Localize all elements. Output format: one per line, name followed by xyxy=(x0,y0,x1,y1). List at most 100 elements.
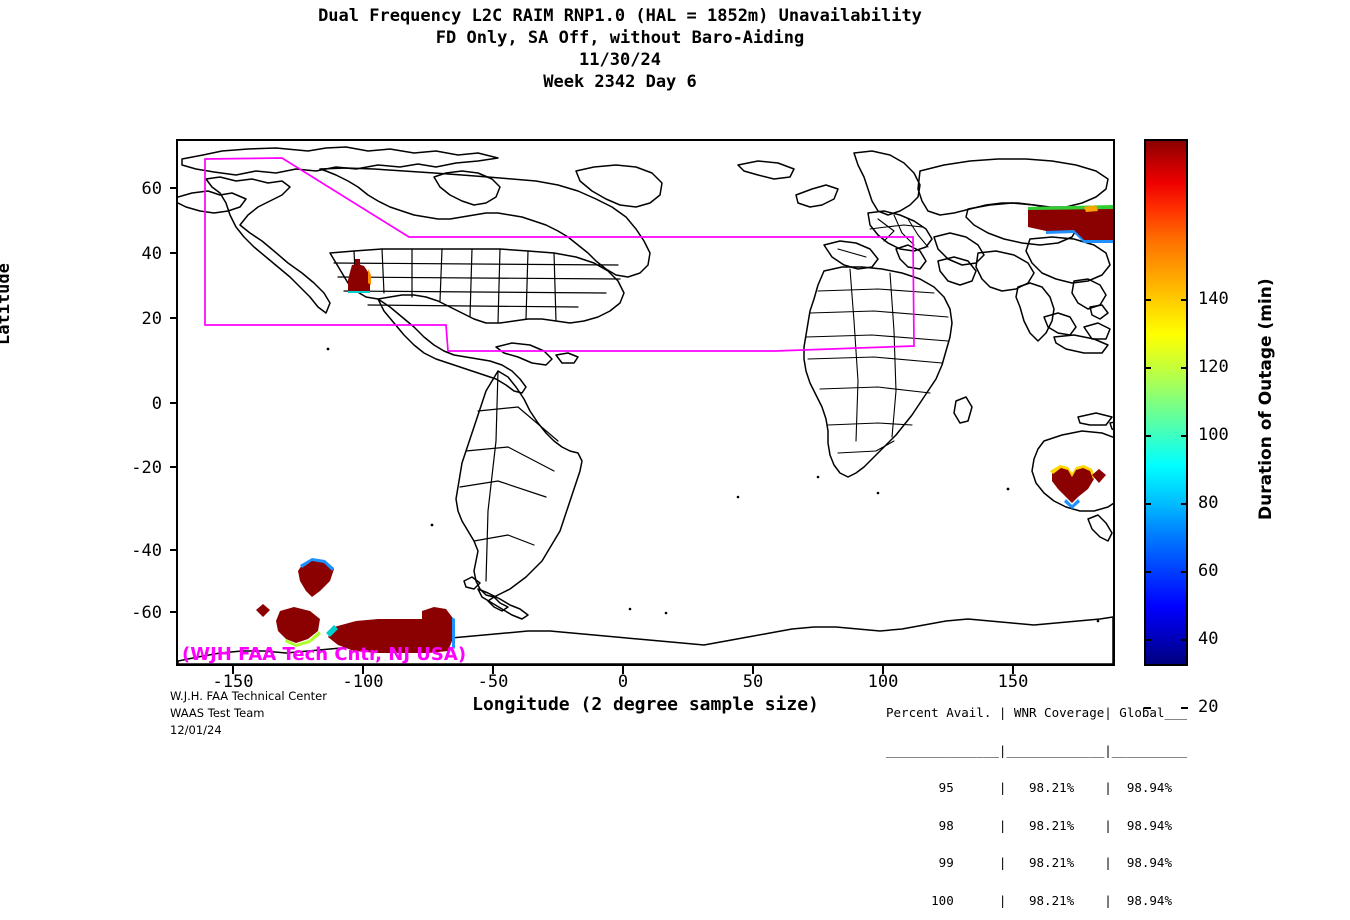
cb-label-80: 80 xyxy=(1198,493,1219,513)
stats-header-row: Percent Avail. | WNR Coverage| Global___ xyxy=(886,705,1188,720)
balkans-turkey xyxy=(933,232,985,266)
hudson-bay xyxy=(433,170,501,206)
state-border-6 xyxy=(497,248,501,324)
cb-label-100: 100 xyxy=(1198,425,1229,445)
arctic-archipelago xyxy=(181,146,499,176)
indonesia-sumatra-java xyxy=(1053,334,1109,354)
x-tick-50: 50 xyxy=(742,672,764,692)
india xyxy=(1015,282,1055,342)
state-border-11 xyxy=(343,290,607,294)
state-border-7 xyxy=(525,250,529,320)
italy xyxy=(895,244,927,270)
colorbar-title: Duration of Outage (min) xyxy=(1256,278,1276,520)
y-tickmark-m60 xyxy=(170,611,178,613)
eu-border-5 xyxy=(837,248,867,258)
iberia xyxy=(823,240,879,270)
x-tick-100: 100 xyxy=(867,672,899,692)
cb-label-120: 120 xyxy=(1198,357,1229,377)
island-dot-8 xyxy=(326,347,330,351)
canada-mainland xyxy=(319,167,651,278)
af-border-3 xyxy=(805,334,949,342)
new-zealand-north xyxy=(1087,514,1113,542)
hispaniola xyxy=(555,352,579,364)
outage-region-us-southwest xyxy=(348,259,371,293)
new-guinea-east xyxy=(1109,421,1113,431)
cb-tickmark-100-left xyxy=(1144,435,1151,437)
af-border-9 xyxy=(889,272,897,438)
x-tickmark-m50 xyxy=(492,666,494,674)
island-dot-4 xyxy=(1006,487,1010,491)
island-dot-7 xyxy=(664,611,668,615)
af-border-4 xyxy=(807,356,943,364)
x-tick-m150: -150 xyxy=(212,672,254,692)
cb-tickmark-140-left xyxy=(1144,299,1151,301)
cb-label-140: 140 xyxy=(1198,289,1229,309)
stats-divider: _______________|_____________|__________ xyxy=(886,742,1188,758)
cb-label-60: 60 xyxy=(1198,561,1219,581)
colorbar-container[interactable]: 20 40 60 80 100 120 140 xyxy=(1144,139,1229,717)
tierra-del-fuego xyxy=(487,596,509,612)
y-tick-m60: -60 xyxy=(131,603,162,623)
x-tickmark-150 xyxy=(1012,666,1014,674)
title-line-3: 11/30/24 xyxy=(579,50,661,70)
mexico-central-america xyxy=(377,298,527,394)
eu-border-3 xyxy=(907,218,929,248)
eu-border-2 xyxy=(893,214,915,246)
table-row: 100 | 98.21% | 98.94% xyxy=(886,892,1172,908)
british-isles xyxy=(795,184,839,208)
outage-region-southern-ocean-dot xyxy=(256,604,270,617)
x-tickmark-50 xyxy=(752,666,754,674)
y-tickmark-0 xyxy=(170,402,178,404)
sa-border-4 xyxy=(473,534,535,546)
cb-tickmark-60-left xyxy=(1144,571,1151,573)
y-tick-20: 20 xyxy=(141,309,162,329)
cb-tickmark-20-right xyxy=(1181,707,1188,709)
central-europe xyxy=(867,210,933,252)
state-border-9 xyxy=(333,262,619,266)
x-tickmark-m150 xyxy=(232,666,234,674)
island-dot-2 xyxy=(816,475,820,479)
y-tick-0: 0 xyxy=(151,394,162,414)
africa-borders xyxy=(805,268,949,454)
sa-border-2 xyxy=(465,446,555,472)
cb-tickmark-80-left xyxy=(1144,503,1151,505)
y-tickmark-40 xyxy=(170,252,178,254)
colorbar-gradient[interactable] xyxy=(1144,139,1188,666)
y-tick-m20: -20 xyxy=(131,458,162,478)
outage-patches-group xyxy=(256,205,1113,653)
x-tick-m50: -50 xyxy=(477,672,509,692)
cb-tickmark-140-right xyxy=(1181,299,1188,301)
outage-region-southern-ocean-west xyxy=(276,607,321,647)
y-tick-60: 60 xyxy=(141,179,162,199)
sa-border-5 xyxy=(485,370,499,582)
island-dot-5 xyxy=(736,495,740,499)
south-america-borders xyxy=(459,370,559,582)
greenland xyxy=(575,164,663,208)
state-border-8 xyxy=(553,252,557,322)
x-tick-150: 150 xyxy=(997,672,1029,692)
island-dots-group xyxy=(314,347,1100,623)
y-tickmark-m20 xyxy=(170,466,178,468)
state-border-5 xyxy=(469,248,473,318)
waas-coverage-polygon xyxy=(204,157,915,352)
outage-region-south-australia xyxy=(1050,465,1095,509)
usa-state-borders xyxy=(333,248,621,324)
y-tick-40: 40 xyxy=(141,244,162,264)
cuba xyxy=(495,342,553,366)
state-border-4 xyxy=(439,248,443,302)
cb-tickmark-80-right xyxy=(1181,503,1188,505)
af-border-2 xyxy=(809,310,949,318)
y-tickmark-m40 xyxy=(170,549,178,551)
island-dot-3 xyxy=(876,491,880,495)
state-border-2 xyxy=(381,248,385,294)
availability-stats-table: Percent Avail. | WNR Coverage| Global___… xyxy=(886,682,1187,920)
world-map-plot-area[interactable] xyxy=(176,139,1115,666)
sa-border-1 xyxy=(477,406,559,442)
outage-region-southern-ocean-drake xyxy=(298,558,334,597)
af-border-5 xyxy=(819,386,931,394)
credit-line-1: W.J.H. FAA Technical Center xyxy=(170,689,327,703)
table-row: 95 | 98.21% | 98.94% xyxy=(886,780,1172,795)
credit-line-2: WAAS Test Team xyxy=(170,706,265,720)
alaska-mainland xyxy=(205,176,331,314)
y-tick-m40: -40 xyxy=(131,541,162,561)
